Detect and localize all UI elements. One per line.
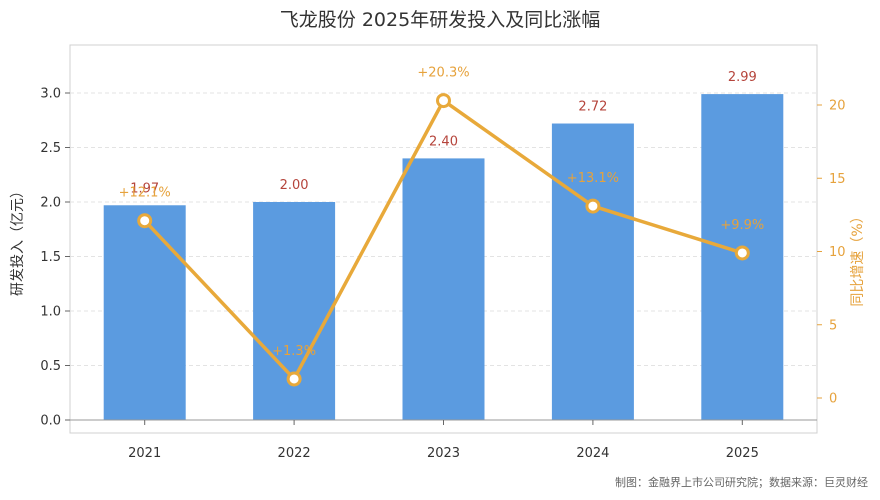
y-tick-label: 0.5 bbox=[40, 359, 61, 374]
y-right-tick-label: 10 bbox=[829, 245, 846, 260]
x-tick-label: 2021 bbox=[128, 446, 161, 461]
right-axis-label: 同比增速（%） bbox=[850, 209, 866, 306]
bar bbox=[402, 158, 485, 420]
y-tick-label: 1.0 bbox=[40, 305, 61, 320]
y-tick-label: 2.0 bbox=[40, 196, 61, 211]
left-axis-label: 研发投入（亿元） bbox=[10, 184, 26, 296]
bar-value-label: 2.99 bbox=[728, 70, 757, 85]
bar-value-label: 2.40 bbox=[429, 134, 458, 149]
growth-point bbox=[585, 198, 601, 214]
growth-point bbox=[137, 213, 153, 229]
y-tick-label: 3.0 bbox=[40, 87, 61, 102]
right-axis-ticks: 0 5 10 15 20 bbox=[817, 99, 846, 407]
growth-line-series bbox=[137, 93, 750, 387]
plot-frame bbox=[69, 44, 818, 434]
y-right-tick-label: 0 bbox=[829, 392, 837, 407]
growth-value-label: +13.1% bbox=[567, 171, 619, 186]
x-tick-label: 2024 bbox=[576, 446, 609, 461]
bar bbox=[253, 202, 336, 420]
growth-value-label: +12.1% bbox=[119, 186, 171, 201]
data-labels: 1.97 2.00 2.40 2.72 2.99 +12.1% +1.3% +20.3% +13… bbox=[119, 66, 765, 359]
growth-point bbox=[734, 245, 750, 261]
y-tick-label: 2.5 bbox=[40, 141, 61, 156]
bar-value-label: 1.97 bbox=[130, 181, 159, 196]
growth-value-label: +20.3% bbox=[417, 66, 469, 81]
growth-point bbox=[436, 93, 451, 109]
bar bbox=[551, 123, 634, 421]
x-axis-ticks: 2021 2022 2023 2024 2025 bbox=[128, 420, 759, 461]
bar-series bbox=[103, 94, 784, 421]
bar-value-label: 2.72 bbox=[578, 100, 607, 115]
y-right-tick-label: 15 bbox=[829, 172, 846, 187]
y-right-tick-label: 20 bbox=[829, 99, 846, 114]
x-tick-label: 2025 bbox=[726, 446, 759, 461]
y-tick-label: 1.5 bbox=[40, 250, 61, 265]
bar bbox=[103, 205, 186, 420]
growth-value-label: +9.9% bbox=[720, 218, 764, 233]
chart-title: 飞龙股份 2025年研发投入及同比涨幅 bbox=[280, 9, 600, 31]
growth-point bbox=[286, 371, 302, 387]
y-tick-label: 0.0 bbox=[40, 414, 61, 429]
left-axis-ticks: 0.0 0.5 1.0 1.5 2.0 2.5 3.0 bbox=[40, 87, 70, 429]
y-right-tick-label: 5 bbox=[829, 318, 837, 333]
bar-value-label: 2.00 bbox=[280, 178, 309, 193]
x-tick-label: 2023 bbox=[427, 446, 460, 461]
growth-value-label: +1.3% bbox=[272, 344, 316, 359]
x-tick-label: 2022 bbox=[278, 446, 311, 461]
source-note: 制图：金融界上市公司研究院；数据来源：巨灵财经 bbox=[615, 475, 868, 489]
